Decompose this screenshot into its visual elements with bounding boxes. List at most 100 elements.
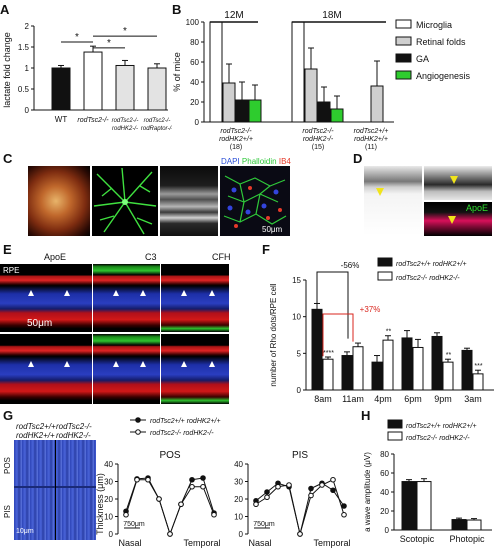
arrow-icon [113, 290, 119, 296]
scalebar-g-image: 10μm [16, 528, 34, 535]
b-cat-label-l2: rodHK2+/+ [219, 136, 253, 143]
b-legend-swatch-1 [395, 36, 412, 46]
g-point-0-1-4 [167, 531, 173, 537]
a-y-tick-label: 1.5 [18, 43, 30, 52]
legend-ib4: IB4 [278, 157, 291, 166]
g-point-0-0-6 [189, 476, 195, 483]
a-cat-label-3a: rodTsc2-/- [144, 118, 171, 124]
g-point-0-1-0 [123, 511, 129, 518]
f-annotation-black: -56% [341, 261, 360, 270]
panel-label-d: D [353, 151, 363, 166]
panel-label-f: F [262, 242, 270, 257]
f-bar-5-1 [472, 373, 484, 391]
arrow-icon [181, 290, 187, 296]
g-point-1-1-3 [286, 482, 292, 488]
arrow-icon [28, 290, 34, 296]
h-legend-swatch-0 [387, 419, 403, 429]
g0-y-tick-label: 0 [109, 530, 114, 539]
a-cat-label-0: WT [55, 115, 68, 124]
angiogram-photo [92, 166, 158, 236]
h-y-tick-label: 0 [385, 526, 390, 535]
panel-label-c: C [3, 151, 13, 166]
b-cat-label-l3: (11) [365, 144, 377, 151]
b-group-label-1: 18M [322, 10, 341, 21]
f-y-tick-label: 10 [292, 313, 301, 322]
b-y-tick-label: 60 [190, 58, 199, 67]
a-cat-label-2a: rodTsc2-/- [112, 118, 139, 124]
col-label-apoe: ApoE [44, 252, 67, 262]
g1-y-tick-label: 10 [234, 513, 243, 522]
b-y-tick-label: 40 [190, 78, 199, 87]
f-legend-label-1: rodTsc2-/- rodHK2-/- [396, 275, 460, 282]
a-cat-label-2b: rodHK2-/- [112, 126, 138, 132]
b-cat-label-l1: rodTsc2-/- [220, 128, 252, 135]
g-point-0-1-2 [145, 476, 151, 483]
g1-y-tick-label: 0 [239, 530, 244, 539]
col1-label-g: rodTsc2+/+ rodHK2+/+ [16, 422, 56, 440]
retina-image-0-1 [93, 264, 160, 332]
g1-y-tick-label: 20 [234, 495, 243, 504]
panel-label-b: B [172, 2, 182, 17]
g-legend-marker-1 [135, 429, 141, 435]
rpe-label: RPE [3, 266, 20, 275]
g-point-0-1-6 [189, 483, 195, 490]
g-xlabel-temporal-1: Temporal [313, 538, 350, 548]
b-bar-0-1 [222, 82, 236, 123]
g-point-1-1-7 [330, 476, 336, 483]
b-legend-swatch-0 [395, 19, 412, 29]
b-y-tick-label: 100 [186, 18, 200, 27]
g-point-1-1-5 [308, 492, 314, 499]
g-xlabel-nasal-0: Nasal [118, 538, 141, 548]
arrow-icon [64, 361, 70, 367]
b-bar-1-2 [317, 101, 331, 123]
f-bar-1-1 [352, 346, 364, 391]
b-y-tick-label: 0 [195, 118, 200, 127]
h-legend-label-1: rodTsc2-/- rodHK2-/- [406, 435, 470, 442]
legend-apoe: ApoE [466, 203, 489, 213]
g-point-0-1-8 [211, 511, 217, 518]
f-cat-label-1: 11am [342, 394, 364, 404]
f-ylabel: number of Rho dots/RPE cell [269, 283, 278, 386]
panel-label-h: H [361, 408, 371, 423]
b-bar-0-0 [209, 21, 223, 123]
g-point-1-1-6 [319, 482, 325, 488]
h-legend-label-0: rodTsc2+/+ rodHK2+/+ [406, 423, 477, 430]
b-legend-label-3: Angiogenesis [416, 71, 471, 81]
legend-dapi: DAPI [221, 157, 240, 166]
b-cat-label-l3: (18) [230, 144, 242, 151]
retina-image-1-0 [0, 334, 92, 404]
legend-phalloidin: Phalloidin [241, 157, 277, 166]
f-bar-5-0 [461, 349, 473, 391]
col-label-cfh: CFH [212, 252, 231, 262]
h-y-tick-label: 40 [380, 488, 389, 497]
g-point-1-1-4 [297, 531, 303, 537]
g-ylabel: Thickness (μm) [96, 473, 105, 535]
f-star-5: *** [474, 363, 482, 370]
b-cat-label-l1: rodTsc2-/- [302, 128, 334, 135]
a-ylabel: lactate fold change [2, 32, 12, 108]
a-cat-label-1: rodTsc2-/- [77, 117, 109, 124]
f-cat-label-5: 3am [464, 394, 482, 404]
f-bracket-red [322, 313, 354, 357]
arrow-icon [376, 188, 384, 196]
a-sig-star-2: * [123, 26, 127, 37]
h-cat-label-1: Photopic [449, 534, 485, 544]
f-bracket-black [316, 271, 349, 339]
histology-d-apoe: ApoE [424, 202, 492, 236]
h-bar-1-0 [451, 519, 467, 531]
a-bar-3 [147, 67, 167, 111]
b-bar-1-1 [304, 68, 318, 123]
f-cat-label-3: 6pm [404, 394, 422, 404]
oct-scan [160, 166, 218, 236]
g-point-1-0-1 [264, 489, 270, 495]
a-y-tick-label: 1 [25, 64, 30, 73]
histology-g: 10μm [14, 440, 96, 540]
h-legend-swatch-1 [387, 431, 403, 441]
a-bar-2 [115, 64, 135, 111]
chart-a-lactate: 0 0.5 1 1.5 2 lactate fold change WT rodTsc2-/-… [2, 22, 172, 132]
col-label-c3: C3 [145, 252, 157, 262]
f-cat-label-2: 4pm [374, 394, 392, 404]
histology-d-zoom [424, 166, 492, 200]
arrow-icon [209, 290, 215, 296]
retina-image-1-2 [161, 334, 229, 404]
